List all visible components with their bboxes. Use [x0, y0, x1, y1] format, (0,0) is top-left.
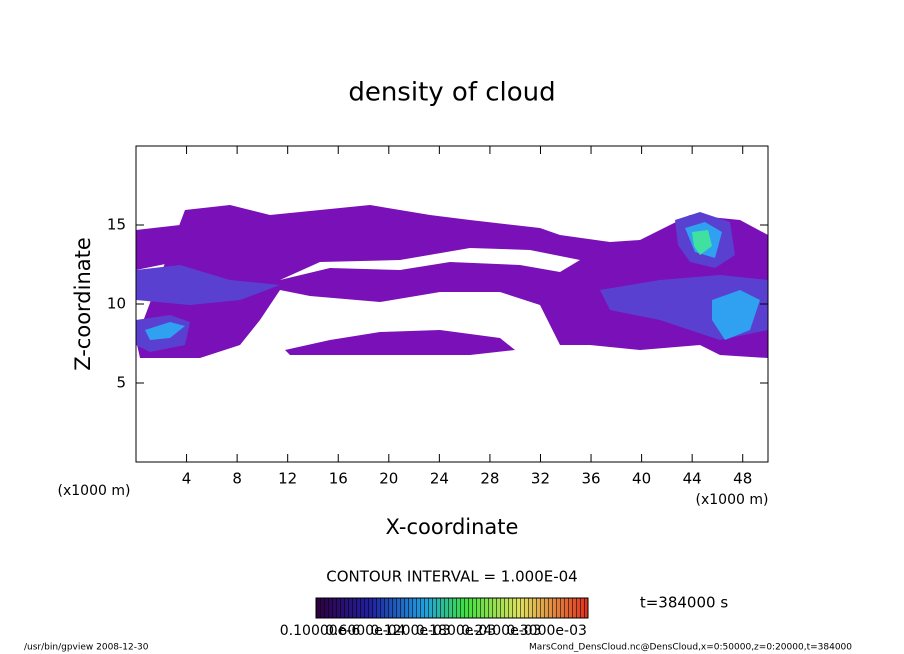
x-tick-label: 32 — [531, 470, 550, 488]
colorbar-label: 0.6000e-04 — [325, 623, 406, 639]
x-tick-label: 44 — [683, 470, 702, 488]
colorbar-label: 0.3000e-03 — [506, 623, 586, 639]
x-tick-label: 16 — [329, 470, 348, 488]
x-unit: (x1000 m) — [58, 483, 131, 499]
y-tick-label: 15 — [107, 216, 126, 234]
x-tick-label: 20 — [379, 470, 398, 488]
chart-title: density of cloud — [348, 78, 555, 108]
y-tick-label: 5 — [116, 374, 126, 392]
x-tick-label: 4 — [182, 470, 192, 488]
x-tick-label: 12 — [278, 470, 297, 488]
x-tick-label: 40 — [632, 470, 651, 488]
footer-right: MarsCond_DensCloud.nc@DensCloud,x=0:5000… — [529, 643, 852, 653]
colorbar-stripes — [316, 598, 588, 618]
x-axis-label: X-coordinate — [386, 515, 519, 539]
y-tick-label: 10 — [107, 295, 126, 313]
x-tick-label: 8 — [232, 470, 242, 488]
x-tick-label: 48 — [733, 470, 752, 488]
y-unit: (x1000 m) — [696, 492, 769, 508]
colorbar-label: 0.10000e-6 — [280, 623, 361, 639]
colorbar-label: 0.2400e-03 — [461, 623, 541, 639]
x-tick-label: 36 — [581, 470, 600, 488]
cloud-field — [136, 205, 768, 358]
x-tick-label: 24 — [430, 470, 449, 488]
contour-interval: CONTOUR INTERVAL = 1.000E-04 — [326, 568, 577, 586]
x-tick-label: 28 — [480, 470, 499, 488]
footer-left: /usr/bin/gpview 2008-12-30 — [24, 643, 149, 653]
time-label: t=384000 s — [640, 594, 728, 612]
colorbar-labels: 0.10000e-60.6000e-040.1200e-030.1800e-03… — [280, 623, 587, 639]
y-axis-label: Z-coordinate — [71, 237, 95, 371]
colorbar-label: 0.1800e-03 — [416, 623, 496, 639]
colorbar-label: 0.1200e-03 — [370, 623, 450, 639]
